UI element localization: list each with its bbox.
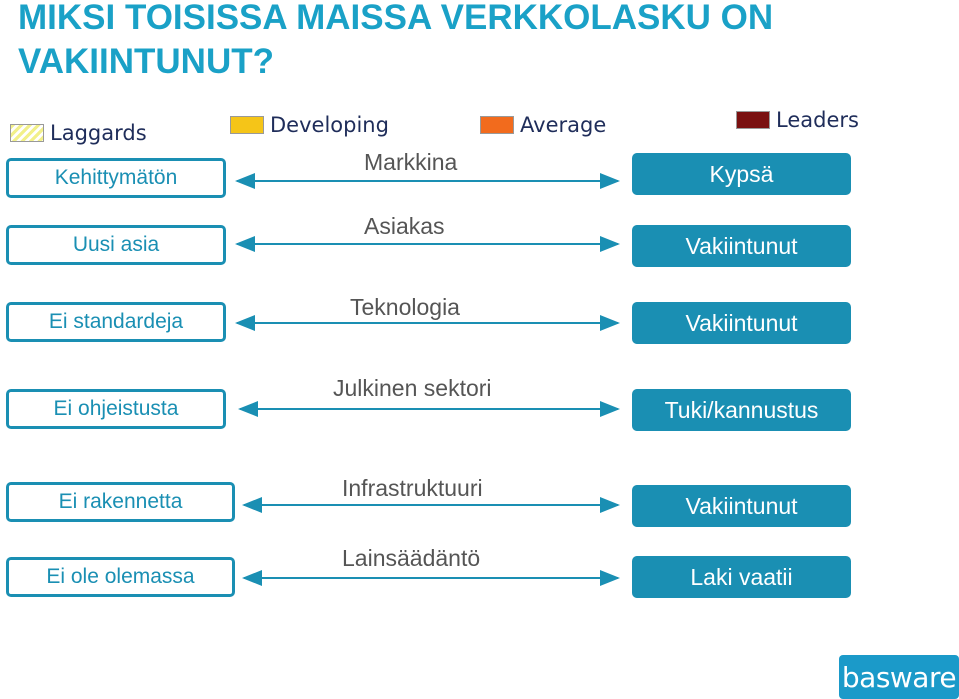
right-box-legislation: Laki vaatii xyxy=(632,556,851,598)
legend-label: Average xyxy=(520,113,607,137)
left-box-legislation: Ei ole olemassa xyxy=(6,557,235,597)
middle-label-public-sector: Julkinen sektori xyxy=(333,375,492,401)
page-title: MIKSI TOISISSA MAISSA VERKKOLASKU ON VAK… xyxy=(18,0,773,84)
left-box-technology: Ei standardeja xyxy=(6,302,226,342)
left-box-market: Kehittymätön xyxy=(6,158,226,198)
legend-item-laggards: Laggards xyxy=(10,121,147,145)
middle-label-infrastructure: Infrastruktuuri xyxy=(342,475,483,501)
legend-item-developing: Developing xyxy=(230,113,389,137)
right-box-customer: Vakiintunut xyxy=(632,225,851,267)
legend-label: Laggards xyxy=(50,121,147,145)
legend-item-average: Average xyxy=(480,113,607,137)
legend-label: Developing xyxy=(270,113,389,137)
right-box-infrastructure: Vakiintunut xyxy=(632,485,851,527)
middle-label-legislation: Lainsäädäntö xyxy=(342,545,481,571)
legend-swatch-developing xyxy=(230,116,264,134)
title-line-1: MIKSI TOISISSA MAISSA VERKKOLASKU ON xyxy=(18,0,774,37)
left-box-infrastructure: Ei rakennetta xyxy=(6,482,235,522)
legend-label: Leaders xyxy=(776,108,859,132)
left-box-public-sector: Ei ohjeistusta xyxy=(6,389,226,429)
right-box-market: Kypsä xyxy=(632,153,851,195)
basware-logo: basware xyxy=(839,655,959,699)
middle-label-customer: Asiakas xyxy=(364,213,445,239)
legend-swatch-leaders xyxy=(736,111,770,129)
middle-label-market: Markkina xyxy=(364,149,458,175)
left-box-customer: Uusi asia xyxy=(6,225,226,265)
legend-swatch-laggards xyxy=(10,124,44,142)
legend-swatch-average xyxy=(480,116,514,134)
right-box-public-sector: Tuki/kannustus xyxy=(632,389,851,431)
middle-label-technology: Teknologia xyxy=(350,294,460,320)
right-box-technology: Vakiintunut xyxy=(632,302,851,344)
legend-item-leaders: Leaders xyxy=(736,108,859,132)
title-line-2: VAKIINTUNUT? xyxy=(18,42,274,81)
